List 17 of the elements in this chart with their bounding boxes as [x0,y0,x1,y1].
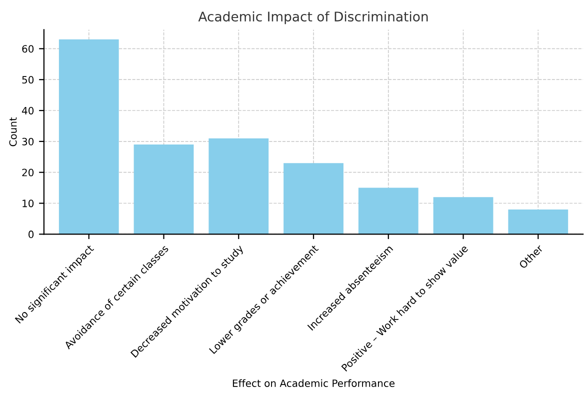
y-tick-label: 0 [28,230,34,238]
y-tick-label: 30 [22,138,34,146]
y-tick-label: 10 [22,200,34,208]
y-axis-title: Count [9,117,17,146]
y-tick-label: 60 [22,45,34,53]
bar [208,138,269,234]
chart-title: Academic Impact of Discrimination [198,11,428,24]
y-tick-label: 40 [22,106,34,114]
bar [358,188,418,234]
bar [58,39,119,234]
bar [508,209,568,234]
y-tick-label: 20 [22,168,34,176]
y-tick-label: 50 [22,76,34,84]
bar [433,197,494,234]
bar [284,163,344,234]
bar [134,144,194,234]
x-axis-title: Effect on Academic Performance [232,379,395,387]
